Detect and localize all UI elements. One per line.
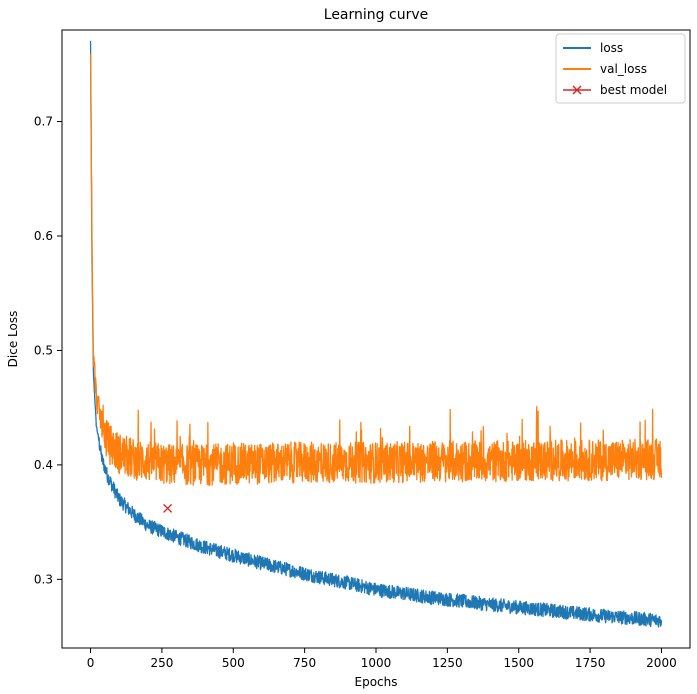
x-tick-label: 750	[293, 656, 316, 670]
x-tick-label: 1500	[503, 656, 534, 670]
series-line-loss	[89, 40, 663, 628]
legend-item-best-model: best model	[563, 83, 667, 97]
legend-item-loss: loss	[563, 41, 623, 55]
legend-item-val-loss: val_loss	[563, 62, 647, 76]
y-tick-label: 0.3	[34, 572, 53, 586]
legend-label: loss	[600, 41, 623, 55]
x-axis-title: Epochs	[355, 675, 398, 689]
x-tick-label: 1250	[432, 656, 463, 670]
x-axis: 0 250 500 750 1000 1250 1500 1750 2000	[87, 648, 677, 670]
best-model-marker	[163, 503, 173, 513]
x-tick-label: 250	[150, 656, 173, 670]
y-tick-label: 0.7	[34, 115, 53, 129]
x-tick-label: 1000	[361, 656, 392, 670]
series-line-val-loss	[89, 53, 663, 486]
y-axis: 0.3 0.4 0.5 0.6 0.7	[34, 115, 62, 586]
x-tick-label: 2000	[646, 656, 677, 670]
legend-label: val_loss	[600, 62, 647, 76]
y-axis-title: Dice Loss	[6, 311, 20, 368]
plot-frame	[61, 29, 691, 649]
x-tick-label: 0	[87, 656, 95, 670]
y-tick-label: 0.6	[34, 229, 53, 243]
y-tick-label: 0.5	[34, 343, 53, 357]
y-tick-label: 0.4	[34, 458, 53, 472]
legend-label: best model	[600, 83, 667, 97]
x-tick-label: 1750	[575, 656, 606, 670]
x-tick-label: 500	[222, 656, 245, 670]
legend-box	[555, 33, 686, 104]
chart-title: Learning curve	[324, 7, 428, 23]
